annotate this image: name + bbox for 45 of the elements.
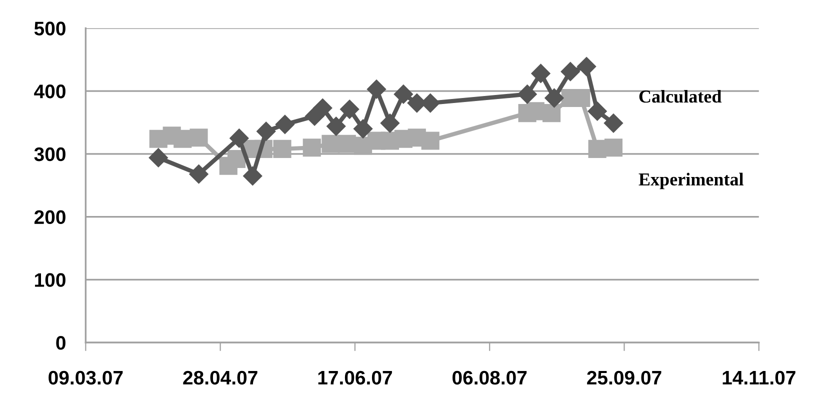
point xyxy=(174,130,192,148)
y-tick-label: 0 xyxy=(56,336,66,350)
point xyxy=(275,114,294,134)
point xyxy=(313,98,332,118)
point xyxy=(189,164,208,184)
y-tick-label: 100 xyxy=(35,273,66,287)
point xyxy=(256,122,276,141)
x-tick-label: 09.03.07 xyxy=(48,370,123,385)
point xyxy=(421,132,440,150)
y-tick-label: 200 xyxy=(34,210,66,224)
point xyxy=(518,84,537,104)
point xyxy=(338,134,356,153)
point xyxy=(394,84,413,104)
point xyxy=(577,57,596,76)
point xyxy=(302,138,321,157)
point xyxy=(326,116,346,136)
point xyxy=(148,148,168,168)
x-tick-label: 14.11.07 xyxy=(722,370,796,385)
point xyxy=(227,150,246,168)
point xyxy=(544,88,564,108)
series-label: Calculated xyxy=(639,90,722,103)
x-tick-label: 17.06.07 xyxy=(318,370,392,385)
y-tick-label: 500 xyxy=(34,22,66,36)
point xyxy=(380,114,400,133)
point xyxy=(560,62,580,82)
point xyxy=(604,138,622,157)
point xyxy=(354,119,373,138)
x-tick-label: 25.09.07 xyxy=(587,370,662,385)
point xyxy=(588,102,607,121)
y-tick-label: 400 xyxy=(34,84,66,98)
point xyxy=(366,80,386,99)
x-tick-label: 28.04.07 xyxy=(183,370,258,385)
y-tick-label: 300 xyxy=(34,147,66,162)
point xyxy=(531,64,550,84)
point xyxy=(588,140,606,158)
point xyxy=(340,100,360,119)
point xyxy=(230,128,249,148)
point xyxy=(190,128,208,147)
x-tick-label: 06.08.07 xyxy=(452,370,527,385)
point xyxy=(604,114,624,133)
point xyxy=(542,104,561,122)
point xyxy=(322,134,340,153)
point xyxy=(243,166,262,186)
series-label: Experimental xyxy=(638,172,744,190)
point xyxy=(273,140,292,158)
